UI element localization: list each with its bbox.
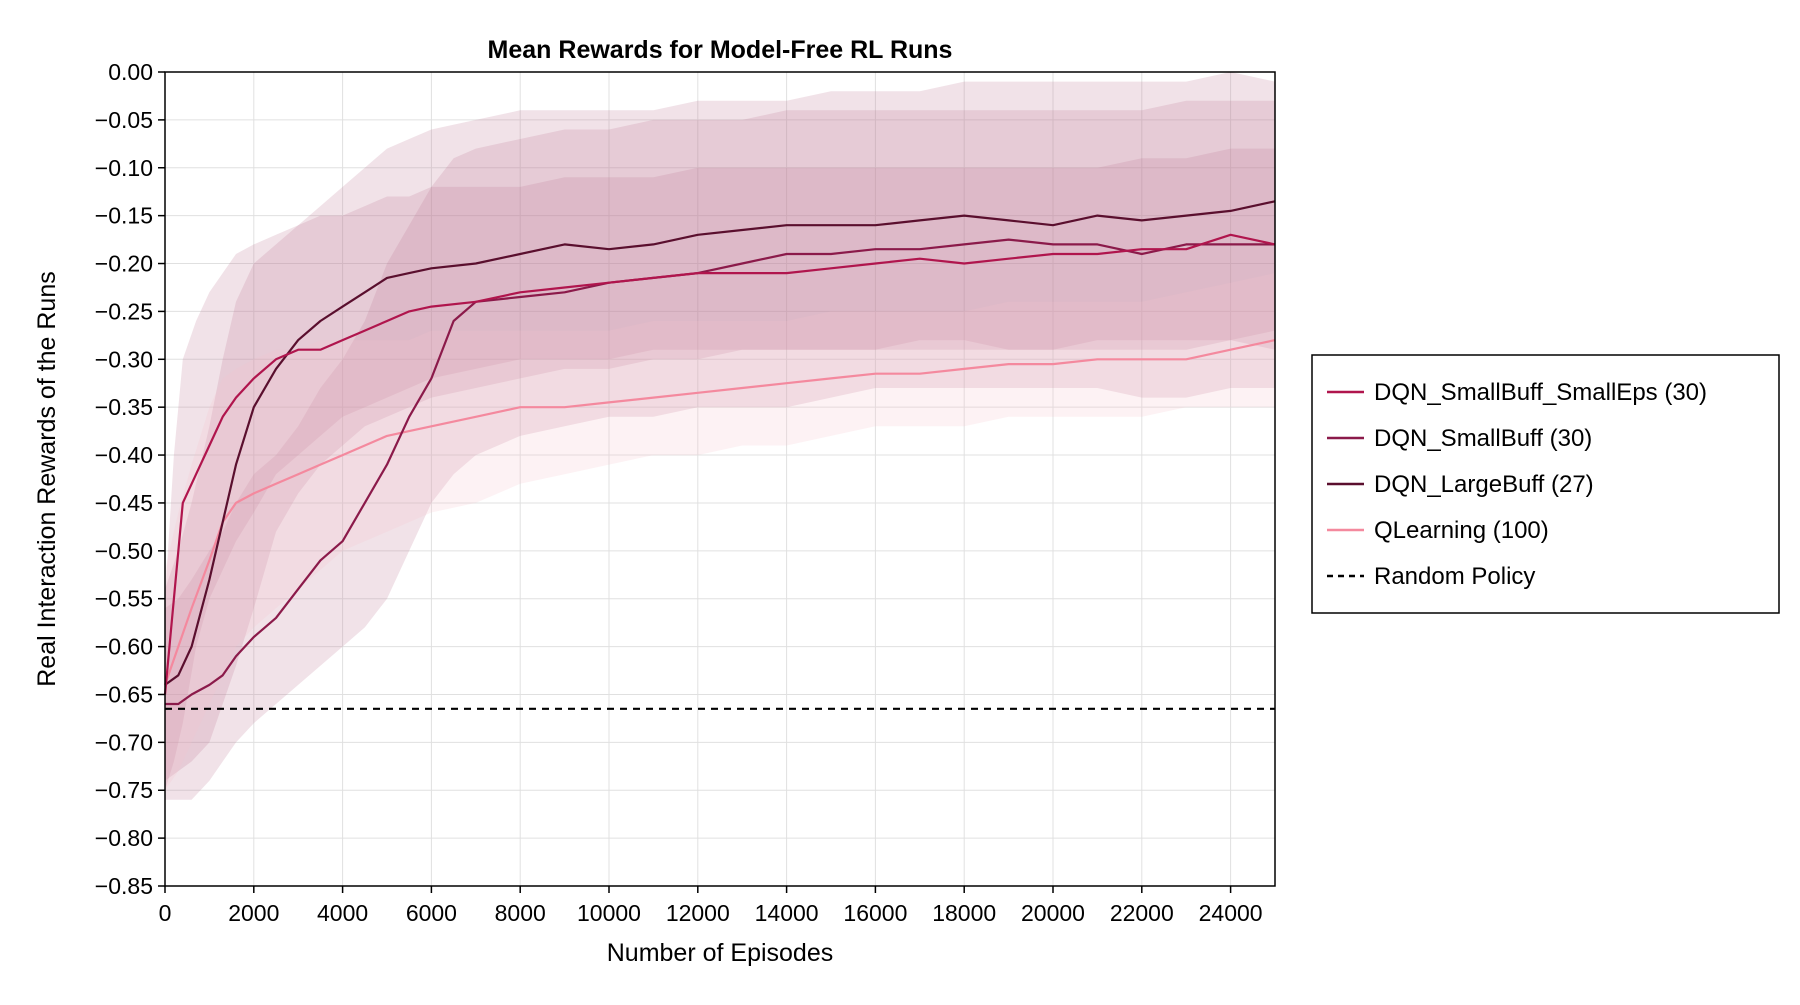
y-tick-label: −0.65 <box>95 681 153 707</box>
x-tick-label: 18000 <box>932 900 996 926</box>
x-tick-label: 20000 <box>1021 900 1085 926</box>
y-tick-label: −0.70 <box>95 729 153 755</box>
y-tick-label: −0.75 <box>95 777 153 803</box>
y-tick-label: −0.60 <box>95 634 153 660</box>
series-line <box>165 238 1275 706</box>
y-tick-label: −0.35 <box>95 394 153 420</box>
chart-title: Mean Rewards for Model-Free RL Runs <box>488 36 953 64</box>
y-tick-label: −0.50 <box>95 538 153 564</box>
y-tick-label: −0.15 <box>95 203 153 229</box>
x-tick-label: 14000 <box>755 900 819 926</box>
x-tick-label: 4000 <box>317 900 368 926</box>
x-tick-label: 22000 <box>1110 900 1174 926</box>
y-tick-label: −0.20 <box>95 251 153 277</box>
y-tick-label: −0.85 <box>95 873 153 899</box>
x-tick-label: 2000 <box>228 900 279 926</box>
y-tick-label: −0.25 <box>95 298 153 324</box>
legend-label: Random Policy <box>1374 563 1535 590</box>
legend-box <box>1311 354 1780 614</box>
series-band <box>165 100 1275 800</box>
series-lines <box>163 200 1276 706</box>
y-tick-label: −0.80 <box>95 825 153 851</box>
y-tick-label: −0.30 <box>95 346 153 372</box>
legend-label: QLearning (100) <box>1374 517 1549 544</box>
plot-frame <box>164 71 1276 887</box>
legend-label: DQN_LargeBuff (27) <box>1374 471 1594 498</box>
legend-label: DQN_SmallBuff (30) <box>1374 425 1592 452</box>
y-tick-label: 0.00 <box>108 59 153 85</box>
legend-item: Random Policy <box>1327 563 1535 590</box>
series-band <box>165 148 1275 791</box>
confidence-bands <box>165 72 1275 800</box>
x-tick-label: 8000 <box>495 900 546 926</box>
legend: DQN_SmallBuff_SmallEps (30) DQN_SmallBuff… <box>1311 354 1780 614</box>
x-tick-label: 0 <box>159 900 172 926</box>
series-band <box>165 273 1275 791</box>
axis-ticks: 0 2000 4000 6000 8000 10000 12000 14000 16000 180… <box>95 59 1263 926</box>
x-tick-label: 10000 <box>577 900 641 926</box>
y-tick-label: −0.55 <box>95 586 153 612</box>
y-axis-label: Real Interaction Rewards of the Runs <box>33 271 61 687</box>
series-line <box>163 339 1276 686</box>
series-line <box>163 233 1276 695</box>
legend-item: DQN_SmallBuff (30) <box>1327 425 1592 452</box>
x-tick-label: 24000 <box>1199 900 1263 926</box>
legend-label: DQN_SmallBuff_SmallEps (30) <box>1374 379 1707 406</box>
x-tick-label: 16000 <box>843 900 907 926</box>
legend-item: DQN_LargeBuff (27) <box>1327 471 1594 498</box>
series-band <box>165 72 1275 781</box>
y-tick-label: −0.45 <box>95 490 153 516</box>
legend-item: QLearning (100) <box>1327 517 1549 544</box>
y-tick-label: −0.10 <box>95 155 153 181</box>
y-tick-label: −0.05 <box>95 107 153 133</box>
x-axis-label: Number of Episodes <box>607 939 834 967</box>
legend-item: DQN_SmallBuff_SmallEps (30) <box>1327 379 1707 406</box>
x-tick-label: 6000 <box>406 900 457 926</box>
series-line <box>164 200 1276 686</box>
x-tick-label: 12000 <box>666 900 730 926</box>
y-tick-label: −0.40 <box>95 442 153 468</box>
